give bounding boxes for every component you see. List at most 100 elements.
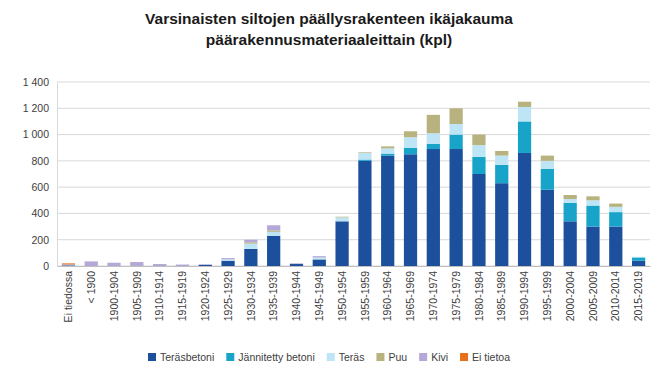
bar-segment: [586, 206, 599, 227]
x-tick-label: Ei tiedossa: [62, 271, 74, 323]
bar-segment: [381, 146, 394, 147]
bar-segment: [609, 212, 622, 226]
bar-segment: [427, 115, 440, 133]
bar-segment: [244, 244, 257, 249]
x-tick: 1995-1999: [541, 266, 553, 321]
bar-segment: [450, 108, 463, 109]
x-axis-line: [58, 266, 651, 267]
x-tick: < 1900: [85, 266, 97, 303]
y-tick-label: 0: [43, 260, 49, 272]
bar-segment: [244, 240, 257, 243]
x-tick-label: 1955-1959: [359, 271, 371, 321]
x-tick: 1925-1929: [222, 266, 234, 321]
x-tick: 2015-2019: [632, 266, 644, 321]
bar-segment: [107, 263, 120, 266]
bar-segment: [313, 256, 326, 257]
grid-line: [57, 82, 650, 83]
legend-item: Kivi: [419, 351, 448, 363]
x-tick-label: 1965-1969: [404, 271, 416, 321]
series: [358, 121, 645, 260]
y-axis: 02004006008001 0001 2001 400: [23, 76, 58, 272]
bar-segment: [541, 169, 554, 190]
x-tick: 1970-1974: [427, 266, 439, 321]
y-tick: 1 000: [23, 128, 57, 140]
bar-segment: [472, 134, 485, 135]
bar-segment: [472, 157, 485, 174]
x-tick: 1965-1969: [404, 266, 416, 321]
bar-segment: [62, 265, 75, 266]
legend-label: Teräsbetoni: [160, 351, 214, 363]
bar-segment: [221, 261, 234, 266]
bar-segment: [176, 265, 189, 266]
bar-segment: [450, 149, 463, 266]
legend-item: Puu: [376, 351, 407, 363]
bar-segment: [290, 264, 303, 265]
bar-segment: [153, 264, 166, 265]
x-tick: 1955-1959: [359, 266, 371, 321]
legend-label: Jännitetty betoni: [238, 351, 314, 363]
legend: TeräsbetoniJännitetty betoniTeräsPuuKivi…: [148, 351, 510, 363]
bar-segment: [221, 260, 234, 261]
y-tick-label: 400: [31, 207, 49, 219]
x-axis: Ei tiedossa< 19001900-19041905-19091910-…: [58, 266, 651, 322]
y-tick: 1 200: [23, 102, 57, 114]
bar-segment: [290, 264, 303, 266]
bar-segment: [427, 149, 440, 266]
bar-segment: [130, 262, 143, 263]
bar-segment: [358, 161, 371, 266]
bar-segment: [176, 265, 189, 266]
bar-segment: [62, 263, 75, 264]
x-tick-label: 1910-1914: [153, 271, 165, 321]
series: [62, 225, 326, 266]
x-tick-label: 1940-1944: [290, 271, 302, 321]
bar-segment: [541, 155, 554, 156]
series: [244, 102, 622, 244]
bar-segment: [199, 265, 212, 266]
x-tick: 1910-1914: [153, 266, 165, 321]
bar-segment: [609, 204, 622, 207]
bar-segment: [564, 203, 577, 221]
x-tick: 1980-1984: [473, 266, 485, 321]
x-tick-label: 1900-1904: [108, 271, 120, 321]
y-tick-label: 1 000: [23, 128, 49, 140]
bar-segment: [176, 265, 189, 266]
bar-segment: [564, 221, 577, 266]
bar-segment: [335, 216, 348, 217]
bar-segment: [85, 261, 98, 262]
bar-segment: [221, 259, 234, 260]
bar-segment: [472, 135, 485, 146]
bar-segment: [518, 101, 531, 102]
bar-segment: [358, 153, 371, 160]
bar-segment: [564, 195, 577, 199]
bar-segment: [62, 264, 75, 266]
bar-segment: [313, 257, 326, 259]
plot: 02004006008001 0001 2001 400Ei tiedossa<…: [23, 76, 651, 323]
chart: Varsinaisten siltojen päällysrakenteen i…: [0, 0, 658, 369]
x-tick-label: 1960-1964: [381, 271, 393, 321]
x-tick-label: 1915-1919: [176, 271, 188, 321]
bar-segment: [404, 131, 417, 137]
bar-segment: [335, 216, 348, 217]
y-tick: 800: [31, 155, 57, 167]
bar-segment: [267, 231, 280, 232]
bar-segment: [495, 183, 508, 266]
chart-title: Varsinaisten siltojen päällysrakenteen i…: [145, 10, 513, 27]
x-tick: Ei tiedossa: [62, 266, 74, 322]
legend-swatch: [226, 353, 234, 361]
bar-segment: [632, 256, 645, 258]
bar-segment: [290, 264, 303, 265]
bar-segment: [541, 155, 554, 156]
x-tick-label: 1930-1934: [245, 271, 257, 321]
legend-item: Jännitetty betoni: [226, 351, 314, 363]
bar-segment: [335, 216, 348, 218]
grid: [57, 82, 650, 266]
grid-line: [57, 187, 650, 188]
bar-segment: [221, 258, 234, 259]
title-group: Varsinaisten siltojen päällysrakenteen i…: [145, 10, 513, 48]
bar-segment: [495, 151, 508, 152]
bar-segment: [381, 156, 394, 266]
legend-label: Puu: [388, 351, 407, 363]
bar-segment: [586, 227, 599, 266]
x-tick-label: < 1900: [85, 271, 97, 304]
legend-label: Ei tietoa: [472, 351, 510, 363]
